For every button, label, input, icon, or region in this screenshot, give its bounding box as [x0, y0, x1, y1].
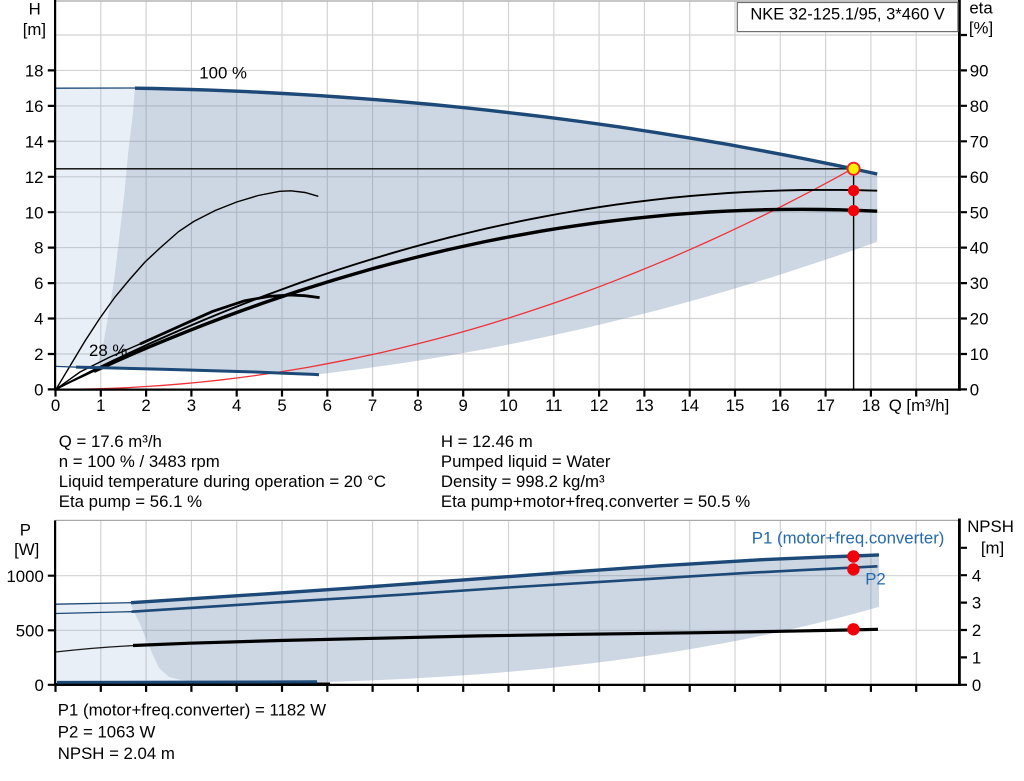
- svg-text:0: 0: [972, 676, 981, 695]
- svg-text:4: 4: [972, 566, 981, 585]
- svg-text:1: 1: [96, 396, 105, 415]
- svg-text:12: 12: [590, 396, 609, 415]
- svg-text:70: 70: [970, 132, 989, 151]
- svg-text:3: 3: [187, 396, 196, 415]
- svg-text:60: 60: [970, 168, 989, 187]
- svg-text:30: 30: [970, 274, 989, 293]
- svg-text:100 %: 100 %: [199, 63, 247, 82]
- svg-text:10: 10: [499, 396, 518, 415]
- svg-text:0: 0: [970, 381, 979, 400]
- svg-text:H: H: [29, 0, 41, 19]
- svg-text:2: 2: [972, 621, 981, 640]
- svg-text:P: P: [20, 521, 31, 540]
- svg-text:0: 0: [51, 396, 60, 415]
- svg-text:[W]: [W]: [14, 540, 39, 559]
- svg-text:8: 8: [34, 239, 43, 258]
- svg-text:13: 13: [635, 396, 654, 415]
- svg-text:12: 12: [25, 168, 44, 187]
- svg-text:6: 6: [323, 396, 332, 415]
- svg-text:17: 17: [816, 396, 835, 415]
- svg-text:Eta pump+motor+freq.converter: Eta pump+motor+freq.converter = 50.5 %: [441, 492, 750, 511]
- svg-text:Eta pump = 56.1 %: Eta pump = 56.1 %: [59, 492, 202, 511]
- svg-text:H = 12.46 m: H = 12.46 m: [441, 432, 533, 451]
- svg-text:3: 3: [972, 594, 981, 613]
- svg-text:50: 50: [970, 203, 989, 222]
- svg-text:28 %: 28 %: [89, 341, 127, 360]
- svg-text:0: 0: [34, 676, 43, 695]
- svg-text:16: 16: [25, 97, 44, 116]
- svg-text:6: 6: [34, 274, 43, 293]
- svg-text:11: 11: [545, 396, 562, 415]
- svg-text:eta: eta: [969, 0, 993, 18]
- svg-text:P1 (motor+freq.converter) = 11: P1 (motor+freq.converter) = 1182 W: [58, 701, 326, 720]
- svg-text:8: 8: [413, 396, 422, 415]
- svg-text:NPSH: NPSH: [967, 517, 1014, 536]
- svg-text:90: 90: [970, 62, 989, 81]
- svg-text:2: 2: [34, 345, 43, 364]
- svg-text:4: 4: [232, 396, 241, 415]
- svg-text:n = 100 % / 3483 rpm: n = 100 % / 3483 rpm: [59, 452, 220, 471]
- svg-text:20: 20: [970, 310, 989, 329]
- svg-text:P1 (motor+freq.converter): P1 (motor+freq.converter): [752, 529, 945, 548]
- svg-text:[m]: [m]: [23, 20, 46, 39]
- svg-text:Pumped liquid = Water: Pumped liquid = Water: [441, 452, 611, 471]
- svg-text:2: 2: [141, 396, 150, 415]
- svg-text:40: 40: [970, 239, 989, 258]
- svg-text:10: 10: [25, 203, 44, 222]
- svg-text:5: 5: [277, 396, 286, 415]
- svg-text:0: 0: [34, 381, 43, 400]
- svg-text:[%]: [%]: [969, 19, 993, 38]
- svg-text:NKE 32-125.1/95, 3*460 V: NKE 32-125.1/95, 3*460 V: [750, 5, 944, 23]
- svg-text:4: 4: [34, 310, 43, 329]
- svg-text:14: 14: [25, 132, 44, 151]
- svg-text:P2 = 1063 W: P2 = 1063 W: [58, 722, 156, 741]
- svg-text:1000: 1000: [6, 567, 43, 586]
- svg-text:Density = 998.2 kg/m³: Density = 998.2 kg/m³: [441, 472, 605, 491]
- svg-text:500: 500: [16, 621, 44, 640]
- svg-text:16: 16: [771, 396, 790, 415]
- svg-text:[m]: [m]: [981, 539, 1004, 558]
- svg-text:P2: P2: [865, 569, 886, 588]
- svg-text:18: 18: [862, 396, 881, 415]
- svg-text:9: 9: [459, 396, 468, 415]
- svg-text:Liquid temperature during oper: Liquid temperature during operation = 20…: [59, 472, 386, 491]
- svg-text:80: 80: [970, 97, 989, 116]
- svg-text:1: 1: [972, 649, 981, 668]
- svg-text:14: 14: [680, 396, 699, 415]
- svg-text:7: 7: [368, 396, 377, 415]
- svg-text:18: 18: [25, 62, 44, 81]
- svg-text:Q [m³/h]: Q [m³/h]: [889, 396, 950, 415]
- svg-text:Q = 17.6 m³/h: Q = 17.6 m³/h: [59, 432, 162, 451]
- svg-text:10: 10: [970, 345, 989, 364]
- svg-text:15: 15: [726, 396, 745, 415]
- svg-text:NPSH = 2.04 m: NPSH = 2.04 m: [58, 744, 175, 763]
